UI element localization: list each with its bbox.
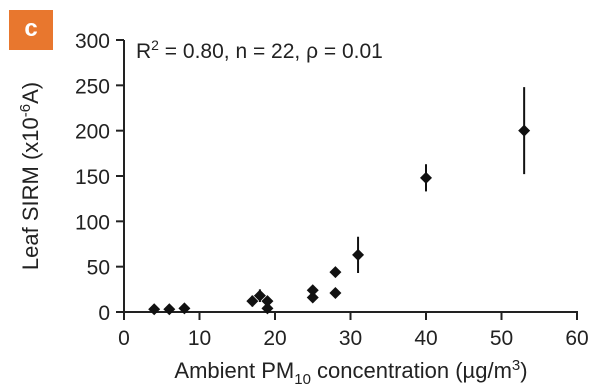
data-point-10	[329, 286, 342, 299]
x-axis-label-main: Ambient PM	[174, 358, 294, 383]
data-point-8	[306, 284, 319, 297]
x-tick-label-0: 0	[118, 327, 130, 350]
x-tick-label-10: 10	[188, 327, 211, 350]
axes	[123, 40, 578, 313]
y-axis-label-end: A)	[18, 82, 43, 104]
stats-annotation: R2 = 0.80, n = 22, ρ = 0.01	[136, 37, 383, 63]
error-bars	[251, 87, 526, 307]
y-tick-label-100: 100	[75, 211, 110, 234]
data-point-4	[253, 289, 266, 302]
stats-r: R	[136, 40, 151, 63]
x-axis-label-subscript: 10	[294, 371, 311, 385]
data-point-9	[329, 266, 342, 279]
data-point-13	[518, 124, 531, 137]
x-tick-label-30: 30	[339, 327, 362, 350]
data-point-12	[420, 171, 432, 184]
data-point-5	[261, 295, 274, 308]
x-tick-label-50: 50	[490, 327, 513, 350]
y-axis-label: Leaf SIRM (x10-6A)	[17, 82, 43, 270]
stats-r-superscript: 2	[151, 37, 159, 53]
y-tick-label-250: 250	[75, 75, 110, 98]
data-point-2	[178, 302, 191, 315]
y-tick-label-200: 200	[75, 121, 110, 144]
data-point-6	[261, 302, 274, 315]
data-point-7	[306, 291, 319, 304]
y-tick-label-50: 50	[87, 257, 110, 280]
data-point-11	[352, 248, 365, 261]
ticks	[116, 39, 578, 320]
y-axis-label-superscript: -6	[17, 104, 34, 117]
x-tick-label-60: 60	[565, 327, 588, 350]
x-axis-label-superscript: 3	[512, 357, 520, 374]
stats-rest: = 0.80, n = 22, ρ = 0.01	[159, 40, 383, 63]
x-axis-label: Ambient PM10 concentration (µg/m3)	[174, 357, 527, 385]
tick-labels: 0 10 20 30 40 50 60 0 50 100 150 200 250 300	[75, 30, 589, 350]
data-point-3	[246, 295, 259, 308]
y-axis-label-main: Leaf SIRM (x10	[18, 117, 43, 270]
y-tick-label-0: 0	[98, 302, 110, 325]
x-tick-label-40: 40	[414, 327, 437, 350]
y-tick-label-150: 150	[75, 166, 110, 189]
panel-label-badge: c	[9, 10, 53, 50]
x-axis-label-middle: concentration (µg/m	[311, 358, 512, 383]
data-markers	[148, 124, 531, 316]
x-tick-label-20: 20	[263, 327, 286, 350]
data-point-1	[163, 303, 176, 316]
data-point-0	[148, 303, 161, 316]
x-axis-label-end: )	[520, 358, 527, 383]
y-tick-label-300: 300	[75, 30, 110, 53]
